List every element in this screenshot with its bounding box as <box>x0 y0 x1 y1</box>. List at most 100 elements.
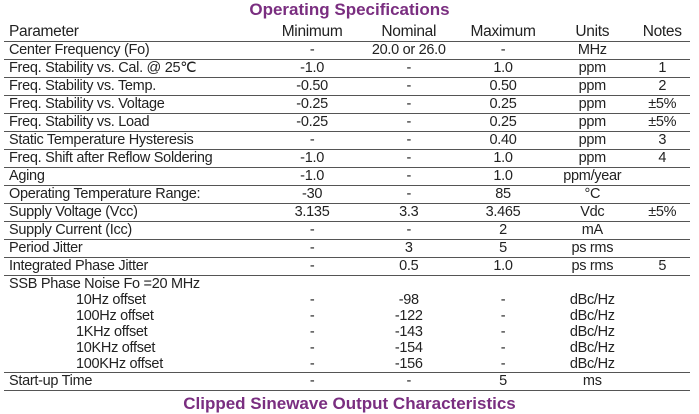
cell-minimum: 3.135 <box>262 203 362 222</box>
cell-units: Vdc <box>550 203 635 222</box>
cell-units: mA <box>550 221 635 240</box>
table-row: 10Hz offset - -98 - dBc/Hz <box>4 292 690 308</box>
cell-minimum: - <box>309 324 315 340</box>
table-row: Aging -1.0-1.0 ppm/year <box>4 167 690 186</box>
cell-maximum: 1.0 <box>455 149 551 168</box>
cell-parameter: Static Temperature Hysteresis <box>4 131 263 150</box>
cell-notes: 4 <box>634 149 690 168</box>
cell-maximum: 5 <box>455 372 551 391</box>
cell-units: dBc/Hz <box>569 292 615 308</box>
table-row: Static Temperature Hysteresis - -0.40 ppm 3 <box>4 131 690 150</box>
cell-nominal: -143 <box>394 324 423 340</box>
cell-parameter: Start-up Time <box>4 372 263 391</box>
cell-parameter: Freq. Stability vs. Cal. @ 25℃ <box>4 59 263 78</box>
cell-maximum: 2 <box>455 221 551 240</box>
header-nominal: Nominal <box>361 22 456 42</box>
cell-units: ppm <box>550 131 635 150</box>
cell-notes: 3 <box>634 131 690 150</box>
cell-minimum: -1.0 <box>262 59 362 78</box>
table-row: Freq. Stability vs. Voltage -0.25-0.25 ppm… <box>4 95 690 114</box>
cell-notes <box>634 221 690 240</box>
cell-minimum: - <box>262 257 362 276</box>
cell-notes: 1 <box>634 59 690 78</box>
cell-minimum: -1.0 <box>262 167 362 186</box>
cell-minimum: -1.0 <box>262 149 362 168</box>
header-units: Units <box>550 22 635 42</box>
cell-nominal: - <box>361 113 456 132</box>
cell-nominal: -154 <box>394 340 423 356</box>
cell-nominal: - <box>361 95 456 114</box>
cell-units: ppm <box>550 113 635 132</box>
cell-maximum: - <box>500 308 506 324</box>
cell-parameter: 100KHz offset <box>4 356 263 373</box>
cell-units: ppm <box>550 59 635 78</box>
cell-minimum: - <box>262 356 362 373</box>
cell-minimum: - <box>262 372 362 391</box>
cell-parameter: Supply Voltage (Vcc) <box>4 203 263 222</box>
table-row: Integrated Phase Jitter -0.5 1.0 ps rms 5 <box>4 257 690 276</box>
cell-units: dBc/Hz <box>569 308 615 324</box>
cell-parameter: Freq. Stability vs. Temp. <box>4 77 263 96</box>
cell-minimum: -0.50 <box>262 77 362 96</box>
header-notes: Notes <box>634 22 690 42</box>
header-parameter: Parameter <box>4 22 263 42</box>
cell-minimum: -30 <box>262 185 362 204</box>
cell-notes <box>634 185 690 204</box>
cell-parameter: Aging <box>4 167 263 186</box>
table-row: Period Jitter -3 5 ps rms <box>4 239 690 258</box>
cell-units: ps rms <box>550 257 635 276</box>
cell-maximum: - <box>500 324 506 340</box>
table-row: Operating Temperature Range: -30-85 °C <box>4 185 690 204</box>
section-title: Operating Specifications <box>249 0 450 19</box>
cell-minimum: - <box>262 239 362 258</box>
table-row: Center Frequency (Fo) -20.0 or 26.0- MHz <box>4 41 690 60</box>
cell-nominal: -122 <box>394 308 423 324</box>
cell-maximum: 0.25 <box>455 113 551 132</box>
cell-maximum: 3.465 <box>455 203 551 222</box>
cell-nominal: - <box>361 59 456 78</box>
cell-parameter: Freq. Stability vs. Load <box>4 113 263 132</box>
table-row: 100Hz offset - -122 - dBc/Hz <box>4 308 690 324</box>
cell-units: dBc/Hz <box>550 356 635 373</box>
cell-maximum: 5 <box>455 239 551 258</box>
cell-units: ppm <box>550 95 635 114</box>
ssb-label-row: SSB Phase Noise Fo =20 MHz <box>4 276 690 293</box>
cell-maximum: 1.0 <box>455 257 551 276</box>
cell-parameter: 1KHz offset <box>76 324 148 340</box>
table-row: Freq. Stability vs. Cal. @ 25℃ -1.0-1.0 pp… <box>4 59 690 78</box>
cell-notes: ±5% <box>634 95 690 114</box>
cell-maximum: - <box>500 340 506 356</box>
cell-minimum: - <box>309 340 315 356</box>
cell-minimum: - <box>262 41 362 60</box>
cell-minimum: -0.25 <box>262 113 362 132</box>
cell-notes <box>634 167 690 186</box>
cell-minimum: -0.25 <box>262 95 362 114</box>
cell-notes: ±5% <box>634 113 690 132</box>
cell-parameter: Center Frequency (Fo) <box>4 41 263 60</box>
cell-nominal: 20.0 or 26.0 <box>361 41 456 60</box>
cell-nominal: - <box>361 77 456 96</box>
cell-units: dBc/Hz <box>569 324 615 340</box>
cell-parameter: Supply Current (Icc) <box>4 221 263 240</box>
cell-maximum: - <box>500 292 506 308</box>
ssb-label: SSB Phase Noise Fo =20 MHz <box>9 276 200 292</box>
cell-notes: 2 <box>634 77 690 96</box>
operating-specifications-table: Parameter Minimum Nominal Maximum Units … <box>4 22 690 391</box>
cell-maximum: 85 <box>455 185 551 204</box>
cell-units: ms <box>550 372 635 391</box>
cell-units: ppm <box>550 149 635 168</box>
cell-nominal: -156 <box>361 356 456 373</box>
cell-notes <box>634 41 690 60</box>
header-row: Parameter Minimum Nominal Maximum Units … <box>4 22 690 42</box>
cell-minimum: - <box>309 292 315 308</box>
table-row: Freq. Stability vs. Temp. -0.50-0.50 ppm 2 <box>4 77 690 96</box>
table-row: Start-up Time - -5 ms <box>4 372 690 391</box>
table-row: 100KHz offset - -156- dBc/Hz <box>4 356 690 373</box>
table-row: Freq. Shift after Reflow Soldering -1.0-1… <box>4 149 690 168</box>
cell-notes <box>634 308 690 324</box>
table-row: 10KHz offset - -154 - dBc/Hz <box>4 340 690 356</box>
table-row: Freq. Stability vs. Load -0.25-0.25 ppm ±5% <box>4 113 690 132</box>
cell-nominal: - <box>361 221 456 240</box>
cell-nominal: - <box>361 185 456 204</box>
